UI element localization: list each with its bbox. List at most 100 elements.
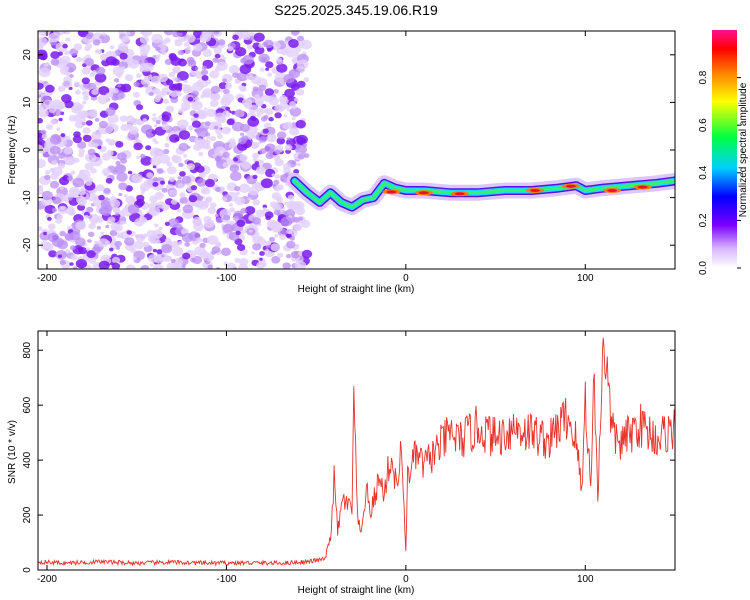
noise-blob — [130, 198, 134, 202]
noise-blob — [114, 164, 127, 174]
noise-blob — [187, 96, 194, 102]
noise-blob — [38, 185, 44, 192]
noise-blob — [62, 66, 69, 72]
signal-trace — [286, 172, 675, 216]
noise-blob — [105, 240, 111, 245]
noise-blob — [201, 65, 207, 71]
noise-blob — [286, 137, 291, 141]
noise-blob — [292, 216, 300, 223]
noise-blob — [59, 230, 66, 237]
noise-blob — [203, 107, 208, 111]
noise-blob — [198, 172, 206, 178]
noise-blob — [166, 166, 177, 175]
noise-blob — [273, 89, 279, 94]
noise-blob — [158, 226, 163, 231]
noise-blob — [222, 162, 230, 168]
noise-blob — [276, 57, 283, 63]
noise-blob — [112, 87, 119, 94]
noise-blob — [290, 31, 300, 36]
noise-blob — [252, 42, 261, 50]
noise-blob — [59, 186, 64, 191]
noise-blob — [196, 109, 208, 120]
noise-blob — [201, 189, 206, 193]
noise-blob — [127, 204, 140, 215]
noise-blob — [161, 204, 170, 211]
noise-blob — [235, 191, 240, 196]
noise-blob — [64, 31, 71, 35]
noise-blob — [103, 187, 111, 194]
noise-blob — [280, 81, 285, 85]
noise-blob — [59, 176, 70, 186]
noise-blob — [195, 165, 205, 173]
noise-blob — [217, 39, 226, 46]
noise-blob — [134, 218, 145, 227]
noise-blob — [234, 109, 244, 118]
noise-blob — [73, 157, 80, 163]
noise-blob — [255, 166, 266, 175]
noise-blob — [241, 161, 251, 170]
noise-blob — [55, 250, 67, 260]
noise-blob — [228, 203, 233, 207]
noise-blob — [95, 216, 104, 224]
noise-blob — [276, 137, 286, 145]
noise-blob — [72, 188, 78, 193]
noise-blob — [178, 162, 184, 167]
noise-blob — [193, 113, 199, 118]
noise-blob — [213, 47, 222, 55]
noise-blob — [174, 137, 180, 142]
noise-blob — [216, 123, 221, 127]
noise-blob — [240, 208, 247, 214]
noise-blob — [41, 190, 53, 201]
noise-blob — [125, 115, 135, 123]
noise-blob — [116, 172, 128, 182]
noise-blob — [38, 31, 50, 37]
noise-blob — [164, 37, 171, 43]
noise-blob — [76, 195, 86, 204]
noise-blob — [187, 59, 197, 67]
noise-blob — [109, 230, 118, 237]
noise-blob — [221, 247, 231, 256]
noise-blob — [252, 199, 261, 206]
noise-blob — [295, 88, 305, 96]
noise-blob — [90, 168, 97, 174]
y-tick-label: 600 — [22, 396, 33, 413]
noise-blob — [58, 254, 62, 258]
noise-blob — [286, 108, 291, 112]
noise-blob — [63, 147, 73, 155]
noise-blob — [42, 152, 50, 158]
noise-blob — [222, 151, 230, 158]
noise-blob — [170, 258, 176, 263]
noise-blob — [233, 157, 239, 162]
noise-blob — [88, 257, 97, 264]
noise-blob — [81, 67, 91, 75]
noise-blob — [215, 214, 219, 218]
noise-blob — [162, 98, 169, 104]
noise-blob — [60, 133, 66, 138]
noise-blob — [161, 123, 170, 131]
snr-frame — [37, 330, 676, 571]
noise-blob — [124, 74, 134, 82]
noise-blob — [204, 121, 211, 127]
noise-blob — [115, 212, 119, 216]
noise-blob — [263, 115, 269, 120]
noise-blob — [225, 83, 232, 90]
noise-blob — [106, 150, 114, 156]
noise-blob — [216, 133, 224, 139]
noise-blob — [228, 142, 236, 149]
noise-blob — [96, 66, 106, 75]
noise-blob — [156, 249, 163, 255]
noise-blob — [94, 73, 107, 83]
noise-blob — [250, 115, 256, 121]
noise-blob — [190, 253, 194, 257]
noise-blob — [164, 58, 173, 65]
noise-blob — [117, 42, 129, 52]
noise-blob — [41, 134, 48, 139]
noise-blob — [181, 264, 186, 268]
noise-blob — [201, 31, 212, 38]
noise-blob — [151, 116, 158, 122]
noise-blob — [172, 66, 181, 74]
noise-blob — [199, 242, 206, 248]
noise-blob — [287, 194, 295, 201]
noise-blob — [232, 34, 239, 41]
